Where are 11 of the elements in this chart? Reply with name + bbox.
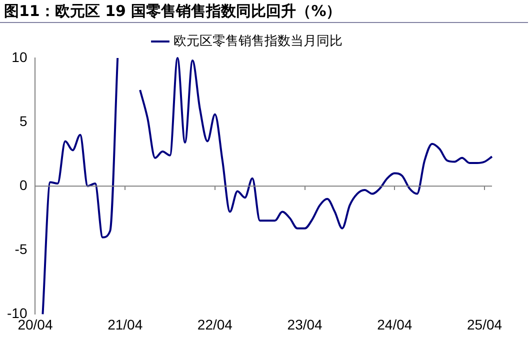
- legend-label: 欧元区零售销售指数当月同比: [173, 34, 342, 49]
- x-tick-label: 23/04: [287, 316, 323, 332]
- y-tick-label: 5: [19, 112, 28, 129]
- x-tick-label: 24/04: [377, 316, 412, 332]
- y-tick-label: -5: [14, 241, 28, 258]
- y-tick-label: 10: [12, 48, 28, 65]
- x-tick-label: 25/04: [466, 316, 502, 332]
- x-tick-label: 22/04: [197, 316, 233, 332]
- chart-title: 图11：欧元区 19 国零售销售指数同比回升（%）: [0, 0, 528, 23]
- x-tick-label: 21/04: [108, 316, 143, 332]
- y-tick-label: 0: [19, 176, 28, 193]
